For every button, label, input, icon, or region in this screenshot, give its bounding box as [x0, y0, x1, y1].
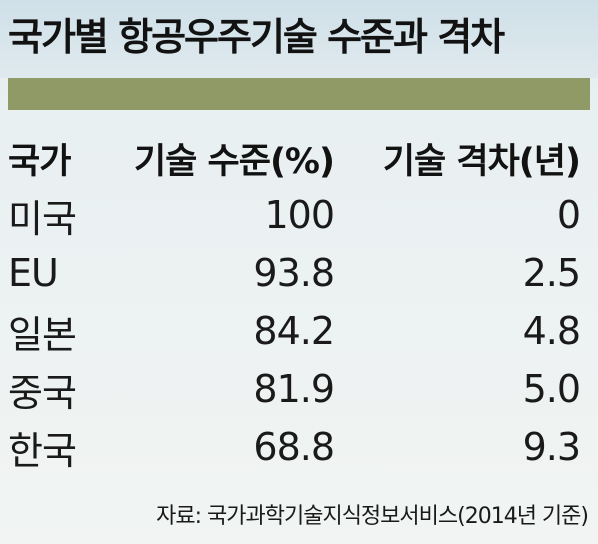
country-cell: 한국 — [8, 428, 77, 473]
level-cell: 84.2 — [253, 309, 335, 353]
table-row: 한국 68.8 9.3 — [8, 418, 581, 476]
source-note: 자료: 국가과학기술지식정보서비스(2014년 기준) — [156, 504, 589, 529]
level-cell: 93.8 — [253, 251, 335, 295]
table-row: 미국 100 0 — [8, 186, 581, 244]
country-cell: EU — [8, 251, 59, 295]
header-gap: 기술 격차(년) — [382, 141, 581, 182]
header-country: 국가 — [8, 141, 71, 182]
gap-cell: 9.3 — [522, 425, 581, 469]
chart-title: 국가별 항공우주기술 수준과 격차 — [8, 15, 505, 59]
data-table: 국가 기술 수준(%) 기술 격차(년) 미국 100 0 EU 93.8 2.… — [8, 130, 581, 476]
country-cell: 미국 — [8, 196, 77, 241]
table-row: 일본 84.2 4.8 — [8, 302, 581, 360]
country-cell: 중국 — [8, 370, 77, 415]
header-row: 국가 기술 수준(%) 기술 격차(년) — [8, 130, 581, 186]
table-row: 중국 81.9 5.0 — [8, 360, 581, 418]
gap-cell: 5.0 — [522, 367, 581, 411]
level-cell: 81.9 — [253, 367, 335, 411]
gap-cell: 2.5 — [522, 251, 581, 295]
country-cell: 일본 — [8, 312, 77, 357]
level-cell: 68.8 — [253, 425, 335, 469]
header-level: 기술 수준(%) — [133, 141, 335, 182]
accent-bar — [8, 78, 590, 110]
gap-cell: 0 — [556, 193, 581, 237]
gap-cell: 4.8 — [522, 309, 581, 353]
title-band — [0, 0, 598, 78]
level-cell: 100 — [264, 193, 335, 237]
table-row: EU 93.8 2.5 — [8, 244, 581, 302]
